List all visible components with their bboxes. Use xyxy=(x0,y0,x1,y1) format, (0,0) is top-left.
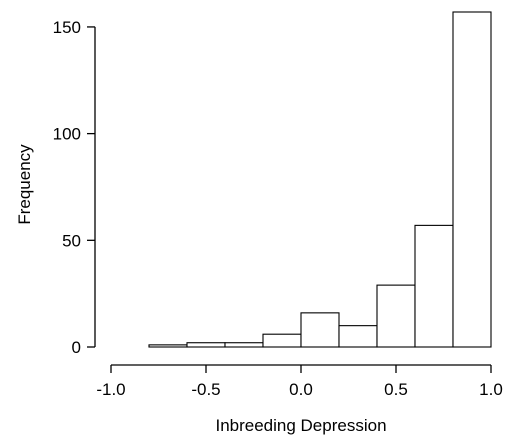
histogram-bar xyxy=(300,312,340,348)
y-tick-label: 100 xyxy=(53,125,81,144)
x-tick-label: 0.5 xyxy=(384,380,408,399)
y-tick-label: 150 xyxy=(53,18,81,37)
x-tick-label: -1.0 xyxy=(96,380,125,399)
x-axis-title: Inbreeding Depression xyxy=(215,416,386,435)
y-axis-ticks: 0 50 100 150 xyxy=(53,18,95,357)
histogram-bar xyxy=(414,224,454,348)
histogram-bar xyxy=(262,333,302,348)
y-tick-label: 50 xyxy=(62,231,81,250)
histogram-bar xyxy=(148,344,188,348)
x-tick-label: -0.5 xyxy=(191,380,220,399)
y-axis-title: Frequency xyxy=(15,144,34,225)
x-axis-ticks: -1.0 -0.5 0.0 0.5 1.0 xyxy=(96,365,503,399)
histogram-bar xyxy=(186,342,226,348)
y-tick-label: 0 xyxy=(72,338,81,357)
histogram-bar xyxy=(338,325,378,348)
histogram-bar xyxy=(452,11,492,348)
histogram-bar xyxy=(376,284,416,348)
histogram-bars xyxy=(148,11,492,348)
x-tick-label: 0.0 xyxy=(289,380,313,399)
x-tick-label: 1.0 xyxy=(479,380,503,399)
histogram-bar xyxy=(224,342,264,348)
